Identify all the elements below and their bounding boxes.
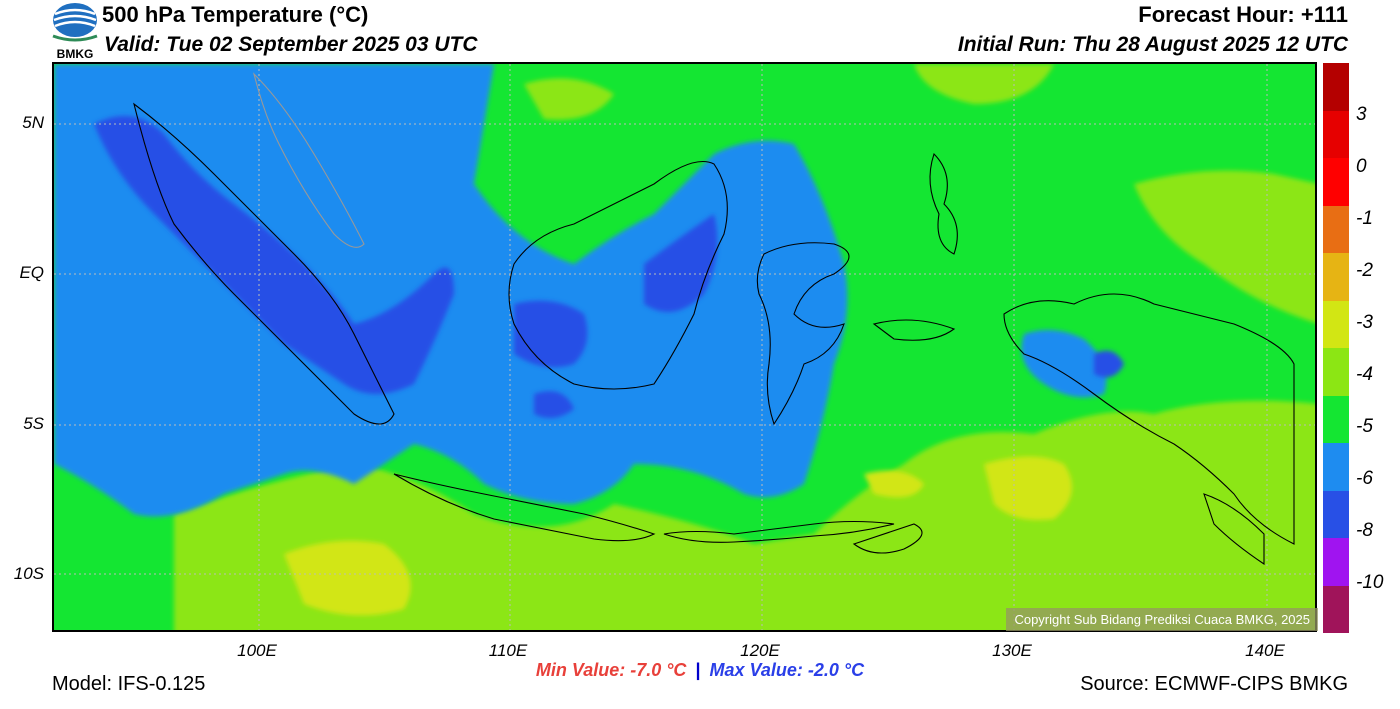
lat-label-10s: 10S	[13, 564, 44, 583]
colorbar-label: 3	[1356, 104, 1367, 125]
colorbar-label: -6	[1356, 468, 1373, 489]
graticule	[54, 64, 1315, 630]
colorbar-segment	[1323, 395, 1349, 443]
colorbar-label: 0	[1356, 156, 1367, 177]
colorbar-segment	[1323, 205, 1349, 253]
min-max-values: Min Value: -7.0 °C | Max Value: -2.0 °C	[0, 660, 1400, 681]
lat-label-5n: 5N	[22, 113, 44, 132]
colorbar	[1323, 63, 1349, 633]
temperature-map	[52, 62, 1317, 632]
temp-band-minus6-8	[94, 116, 1124, 418]
lon-label-130e: 130E	[992, 641, 1032, 660]
lon-label-140e: 140E	[1245, 641, 1285, 660]
map-canvas	[54, 64, 1315, 630]
temp-band-minus2-3	[284, 456, 1072, 616]
chart-title: 500 hPa Temperature (°C)	[102, 2, 369, 27]
model-label: Model: IFS-0.125	[52, 673, 206, 695]
copyright-notice: Copyright Sub Bidang Prediksi Cuaca BMKG…	[1006, 608, 1318, 631]
initial-run: Initial Run: Thu 28 August 2025 12 UTC	[957, 33, 1348, 56]
colorbar-label: -4	[1356, 364, 1373, 385]
lon-label-110e: 110E	[488, 641, 528, 660]
lat-label-eq: EQ	[19, 263, 44, 282]
valid-time: Valid: Tue 02 September 2025 03 UTC	[104, 33, 478, 56]
colorbar-label: -10	[1356, 572, 1384, 593]
colorbar-segment	[1323, 110, 1349, 158]
min-max-separator: |	[695, 660, 701, 680]
bmkg-logo: BMKG	[50, 0, 100, 61]
colorbar-segment	[1323, 538, 1349, 586]
coastlines	[133, 72, 1295, 566]
colorbar-segment	[1323, 158, 1349, 206]
colorbar-segment	[1323, 63, 1349, 111]
source-label: Source: ECMWF-CIPS BMKG	[1080, 673, 1348, 695]
lat-label-5s: 5S	[23, 414, 44, 433]
colorbar-label: -1	[1356, 208, 1373, 229]
lon-label-100e: 100E	[237, 641, 277, 660]
forecast-hour: Forecast Hour: +111	[1138, 2, 1348, 27]
colorbar-segment	[1323, 348, 1349, 396]
colorbar-label: -5	[1356, 416, 1373, 437]
colorbar-segment	[1323, 443, 1349, 491]
lon-label-120e: 120E	[740, 641, 780, 660]
min-value: Min Value: -7.0 °C	[535, 660, 687, 680]
colorbar-label: -2	[1356, 260, 1373, 281]
colorbar-segment	[1323, 300, 1349, 348]
colorbar-segment	[1323, 490, 1349, 538]
svg-text:BMKG: BMKG	[57, 47, 94, 60]
colorbar-label: -3	[1356, 312, 1373, 333]
colorbar-segment	[1323, 253, 1349, 301]
colorbar-label: -8	[1356, 520, 1373, 541]
colorbar-segment	[1323, 585, 1349, 633]
max-value: Max Value: -2.0 °C	[709, 660, 865, 680]
